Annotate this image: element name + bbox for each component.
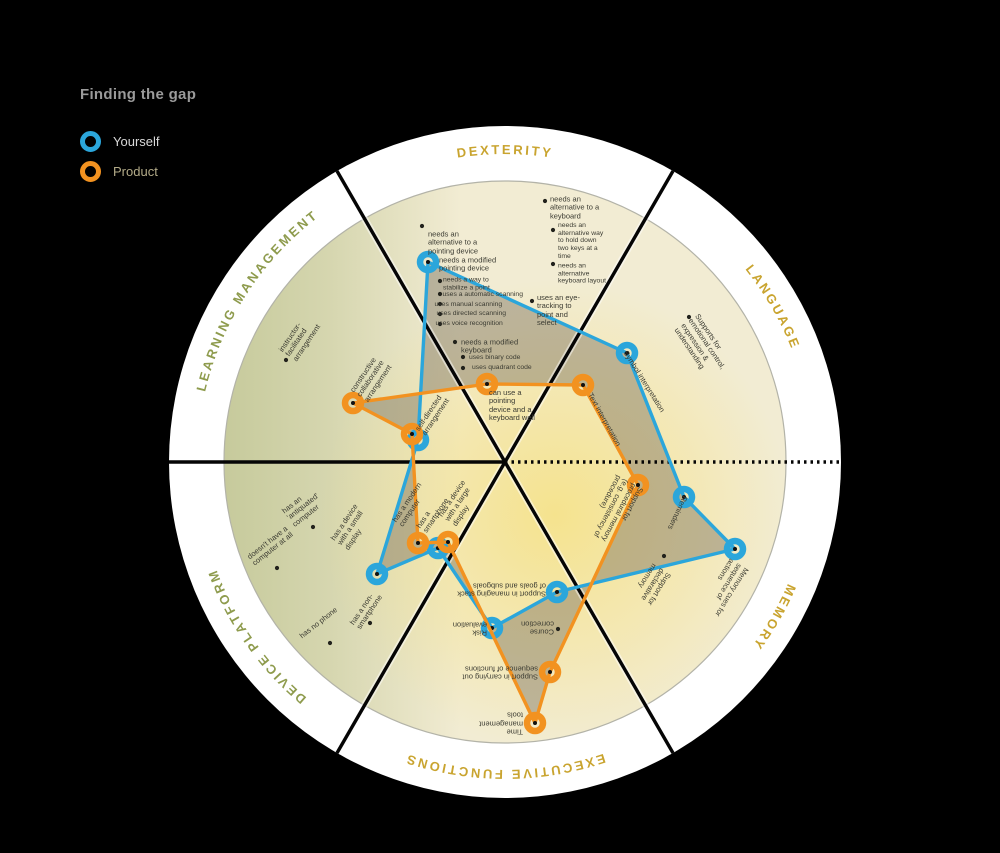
product-point — [538, 660, 562, 684]
yourself-point — [723, 537, 747, 561]
bullet-dot — [283, 357, 289, 363]
point-dot — [581, 383, 585, 387]
product-point — [571, 373, 595, 397]
bullet-dot — [550, 261, 556, 267]
bullet-dot — [686, 314, 692, 320]
point-dot — [351, 401, 355, 405]
legend-label-yourself: Yourself — [113, 134, 160, 149]
bullet-dot — [555, 626, 561, 632]
product-point — [400, 422, 424, 446]
point-dot — [625, 351, 629, 355]
point-dot — [410, 432, 414, 436]
point-dot — [555, 590, 559, 594]
product-point — [626, 473, 650, 497]
spoke-northwest — [335, 170, 507, 463]
product-ring-icon — [80, 161, 101, 182]
point-dot — [446, 540, 450, 544]
product-point — [341, 391, 365, 415]
series-product — [341, 372, 650, 735]
bullet-dot — [437, 291, 443, 297]
yourself-point — [615, 341, 639, 365]
bullet-dot — [437, 311, 443, 317]
bullet-dot — [367, 620, 373, 626]
legend: Yourself Product — [80, 131, 160, 182]
gap-area — [353, 262, 735, 723]
point-dot — [733, 547, 737, 551]
bullet-dot — [460, 365, 466, 371]
bullet-dot — [550, 227, 556, 233]
yourself-point — [365, 562, 389, 586]
point-dot — [533, 721, 537, 725]
point-dot — [548, 670, 552, 674]
bullet-dot — [661, 553, 667, 559]
sector-spokes — [169, 170, 841, 754]
product-point — [475, 372, 499, 396]
yourself-point — [545, 580, 569, 604]
product-point — [523, 711, 547, 735]
point-dot — [426, 260, 430, 264]
bullet-dot — [310, 524, 316, 530]
bullet-dot — [460, 354, 466, 360]
yourself-point — [672, 485, 696, 509]
bullet-dot — [437, 321, 443, 327]
spoke-northeast — [503, 170, 675, 463]
spoke-southwest — [335, 461, 507, 754]
point-dot — [416, 541, 420, 545]
legend-label-product: Product — [113, 164, 158, 179]
point-dot — [375, 572, 379, 576]
bullet-dot — [327, 640, 333, 646]
bullet-dot — [437, 301, 443, 307]
bullet-dot — [542, 198, 548, 204]
point-dot — [485, 382, 489, 386]
product-point — [436, 530, 460, 554]
product-point — [406, 531, 430, 555]
bullet-dot — [452, 339, 458, 345]
yourself-ring-icon — [80, 131, 101, 152]
legend-item-product[interactable]: Product — [80, 161, 160, 182]
bullet-dot — [419, 223, 425, 229]
spoke-southeast — [503, 461, 675, 754]
product-polygon — [351, 382, 640, 725]
page-title: Finding the gap — [80, 86, 197, 103]
bullet-dot — [437, 278, 443, 284]
yourself-point — [416, 250, 440, 274]
legend-item-yourself[interactable]: Yourself — [80, 131, 160, 152]
bullet-dot — [529, 298, 535, 304]
point-dot — [636, 483, 640, 487]
point-dot — [682, 495, 686, 499]
yourself-polygon — [375, 260, 737, 630]
bullet-dot — [274, 565, 280, 571]
